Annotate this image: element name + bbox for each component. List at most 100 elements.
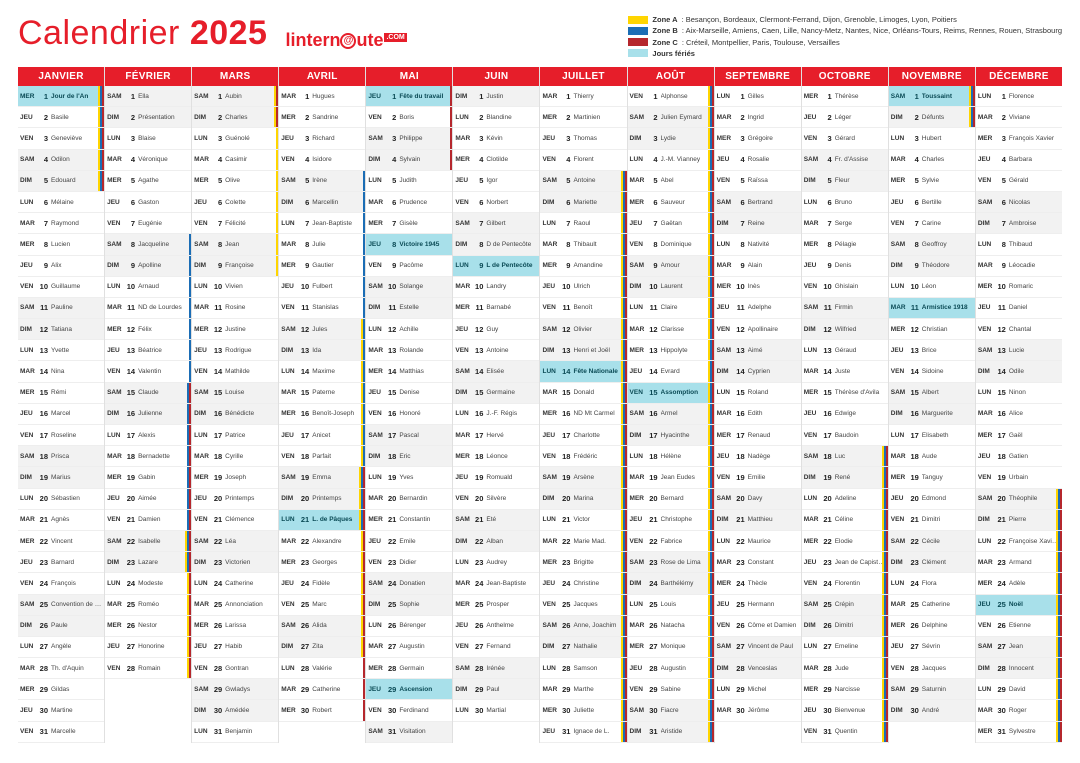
zone-bars bbox=[185, 531, 191, 551]
day-cell: JEU28Augustin bbox=[628, 658, 714, 679]
day-number: 10 bbox=[907, 282, 919, 291]
day-cell: VEN20Silvère bbox=[453, 489, 539, 510]
saint-name: Inès bbox=[748, 283, 799, 290]
day-cell: MAR21Céline bbox=[802, 510, 888, 531]
zone-bars bbox=[363, 213, 365, 233]
saint-name: L. de Pâques bbox=[312, 516, 363, 523]
day-cell: DIM15Germaine bbox=[453, 383, 539, 404]
day-of-week: VEN bbox=[18, 728, 36, 735]
zone-bar-b bbox=[363, 213, 365, 233]
saint-name: Martinien bbox=[573, 114, 624, 121]
saint-name: Carine bbox=[922, 220, 973, 227]
day-of-week: LUN bbox=[628, 304, 646, 311]
day-of-week: DIM bbox=[889, 262, 907, 269]
saint-name: Prisca bbox=[51, 453, 102, 460]
day-number: 28 bbox=[994, 664, 1006, 673]
day-of-week: JEU bbox=[715, 304, 733, 311]
day-number: 17 bbox=[210, 431, 222, 440]
day-cell: VEN24François bbox=[18, 573, 104, 594]
saint-name: Gaëtan bbox=[661, 220, 712, 227]
saint-name: Landry bbox=[486, 283, 537, 290]
day-of-week: MER bbox=[366, 220, 384, 227]
saint-name: Edwige bbox=[835, 410, 886, 417]
day-number: 16 bbox=[210, 409, 222, 418]
day-number: 16 bbox=[36, 409, 48, 418]
day-cell: DIM19Marius bbox=[18, 467, 104, 488]
saint-name: Agnès bbox=[51, 516, 102, 523]
saint-name: Armand bbox=[1009, 559, 1060, 566]
day-number: 31 bbox=[384, 727, 396, 736]
saint-name: Sidoine bbox=[922, 368, 973, 375]
zone-bar-c bbox=[625, 171, 627, 191]
day-cell: MAR25Roméo bbox=[105, 595, 191, 616]
month-days: SAM1EllaDIM2PrésentationLUN3BlaiseMAR4Vé… bbox=[105, 86, 191, 679]
day-cell: MAR18Cyrille bbox=[192, 446, 278, 467]
legend-label: Zone C bbox=[652, 37, 677, 48]
day-of-week: DIM bbox=[105, 410, 123, 417]
day-of-week: DIM bbox=[628, 135, 646, 142]
saint-name: Edouard bbox=[51, 177, 102, 184]
day-cell: MAR10Landry bbox=[453, 277, 539, 298]
day-cell: LUN21L. de Pâques bbox=[279, 510, 365, 531]
day-number: 27 bbox=[471, 642, 483, 651]
day-of-week: MAR bbox=[889, 453, 907, 460]
day-cell: DIM28Innocent bbox=[976, 658, 1062, 679]
day-of-week: SAM bbox=[802, 156, 820, 163]
day-cell: SAM3Philippe bbox=[366, 128, 452, 149]
day-cell: LUN3Hubert bbox=[889, 128, 975, 149]
saint-name: Béatrice bbox=[138, 347, 189, 354]
day-of-week: DIM bbox=[889, 707, 907, 714]
day-of-week: MER bbox=[540, 262, 558, 269]
saint-name: Toussaint bbox=[922, 93, 973, 100]
saint-name: Raymond bbox=[51, 220, 102, 227]
day-number: 11 bbox=[646, 303, 658, 312]
day-cell: DIM9Théodore bbox=[889, 256, 975, 277]
zone-bar-c bbox=[625, 595, 627, 615]
saint-name: Bertrand bbox=[748, 199, 799, 206]
day-cell: MER25Prosper bbox=[453, 595, 539, 616]
zone-bars bbox=[621, 595, 627, 615]
day-of-week: LUN bbox=[453, 707, 471, 714]
saint-name: Henri et Joël bbox=[573, 347, 624, 354]
day-number: 2 bbox=[994, 113, 1006, 122]
day-number: 1 bbox=[123, 92, 135, 101]
day-of-week: MAR bbox=[976, 410, 994, 417]
day-number: 26 bbox=[471, 621, 483, 630]
saint-name: André bbox=[922, 707, 973, 714]
saint-name: Matthias bbox=[399, 368, 450, 375]
day-of-week: DIM bbox=[715, 516, 733, 523]
zone-bars bbox=[189, 277, 191, 297]
day-of-week: DIM bbox=[976, 368, 994, 375]
day-cell: MER5Agathe bbox=[105, 171, 191, 192]
saint-name: Martial bbox=[486, 707, 537, 714]
day-of-week: MER bbox=[279, 707, 297, 714]
day-number: 11 bbox=[297, 303, 309, 312]
day-number: 8 bbox=[907, 240, 919, 249]
day-of-week: MER bbox=[628, 347, 646, 354]
day-of-week: DIM bbox=[366, 453, 384, 460]
day-number: 9 bbox=[994, 261, 1006, 270]
legend-swatch bbox=[628, 27, 648, 35]
page-title: Calendrier 2025 bbox=[18, 14, 267, 53]
day-number: 4 bbox=[36, 155, 48, 164]
day-cell: SAM5Irène bbox=[279, 171, 365, 192]
zone-bar-c bbox=[189, 404, 191, 424]
day-number: 19 bbox=[123, 473, 135, 482]
day-number: 17 bbox=[297, 431, 309, 440]
day-number: 30 bbox=[907, 706, 919, 715]
zone-bar-c bbox=[712, 298, 714, 318]
day-number: 21 bbox=[384, 515, 396, 524]
day-cell: MER12Christian bbox=[889, 319, 975, 340]
day-number: 14 bbox=[297, 367, 309, 376]
day-cell: VEN17Roseline bbox=[18, 425, 104, 446]
day-cell: VEN28Romain bbox=[105, 658, 191, 679]
day-cell: MAR29Marthe bbox=[540, 679, 626, 700]
zone-bars bbox=[708, 616, 714, 636]
day-number: 2 bbox=[297, 113, 309, 122]
day-number: 9 bbox=[646, 261, 658, 270]
day-cell: LUN13Yvette bbox=[18, 340, 104, 361]
day-cell: VEN12Chantal bbox=[976, 319, 1062, 340]
day-of-week: JEU bbox=[540, 728, 558, 735]
day-of-week: DIM bbox=[802, 326, 820, 333]
day-of-week: JEU bbox=[192, 199, 210, 206]
